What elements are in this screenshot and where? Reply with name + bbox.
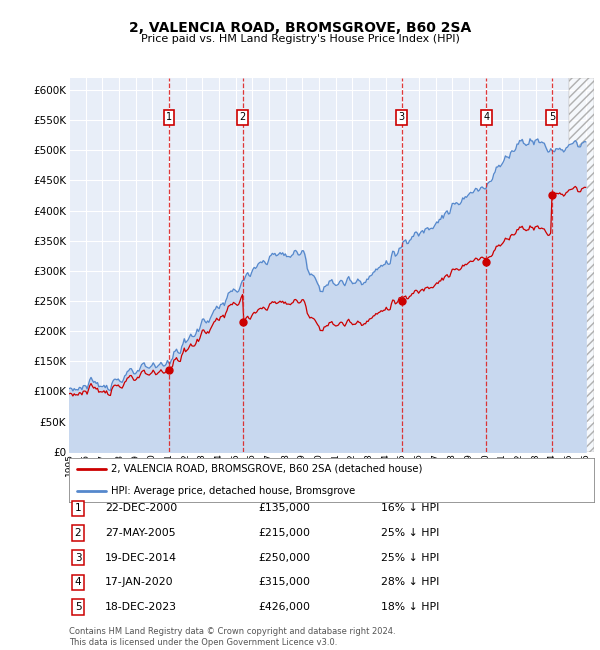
Text: £135,000: £135,000	[258, 503, 310, 514]
Text: 17-JAN-2020: 17-JAN-2020	[105, 577, 173, 588]
Text: 28% ↓ HPI: 28% ↓ HPI	[381, 577, 439, 588]
Text: 1: 1	[74, 503, 82, 514]
Text: 18-DEC-2023: 18-DEC-2023	[105, 602, 177, 612]
Text: 5: 5	[549, 112, 555, 122]
Text: 4: 4	[484, 112, 490, 122]
Text: 18% ↓ HPI: 18% ↓ HPI	[381, 602, 439, 612]
Text: 2: 2	[74, 528, 82, 538]
Text: 5: 5	[74, 602, 82, 612]
Text: 3: 3	[399, 112, 405, 122]
Text: 4: 4	[74, 577, 82, 588]
Text: £426,000: £426,000	[258, 602, 310, 612]
Text: 22-DEC-2000: 22-DEC-2000	[105, 503, 177, 514]
Text: Contains HM Land Registry data © Crown copyright and database right 2024.
This d: Contains HM Land Registry data © Crown c…	[69, 627, 395, 647]
Text: 16% ↓ HPI: 16% ↓ HPI	[381, 503, 439, 514]
Text: £215,000: £215,000	[258, 528, 310, 538]
Text: HPI: Average price, detached house, Bromsgrove: HPI: Average price, detached house, Brom…	[111, 486, 355, 496]
Text: 1: 1	[166, 112, 172, 122]
Polygon shape	[569, 78, 594, 452]
Text: 19-DEC-2014: 19-DEC-2014	[105, 552, 177, 563]
Text: 2, VALENCIA ROAD, BROMSGROVE, B60 2SA (detached house): 2, VALENCIA ROAD, BROMSGROVE, B60 2SA (d…	[111, 463, 422, 474]
Text: £315,000: £315,000	[258, 577, 310, 588]
Text: 3: 3	[74, 552, 82, 563]
Text: £250,000: £250,000	[258, 552, 310, 563]
Text: 25% ↓ HPI: 25% ↓ HPI	[381, 552, 439, 563]
Text: 2, VALENCIA ROAD, BROMSGROVE, B60 2SA: 2, VALENCIA ROAD, BROMSGROVE, B60 2SA	[129, 21, 471, 35]
Text: 25% ↓ HPI: 25% ↓ HPI	[381, 528, 439, 538]
Text: Price paid vs. HM Land Registry's House Price Index (HPI): Price paid vs. HM Land Registry's House …	[140, 34, 460, 44]
Text: 27-MAY-2005: 27-MAY-2005	[105, 528, 176, 538]
Text: 2: 2	[239, 112, 246, 122]
